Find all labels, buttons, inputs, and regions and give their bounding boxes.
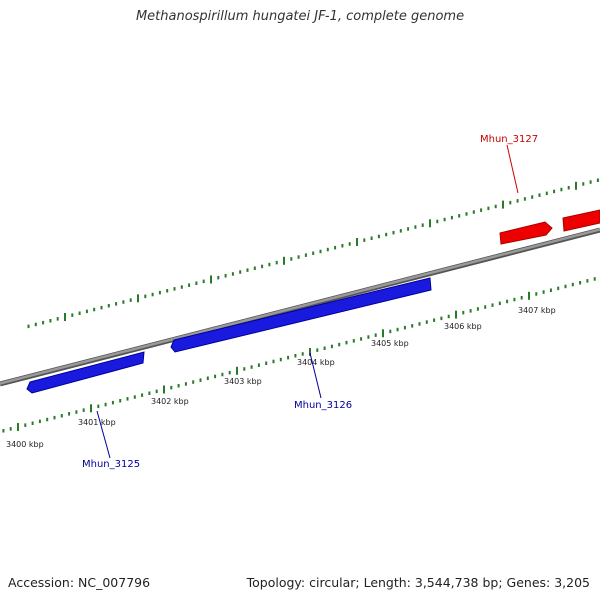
tick-label: 3400 kbp (6, 440, 44, 449)
gene-leader-line (309, 352, 322, 399)
genome-summary: Topology: circular; Length: 3,544,738 bp… (246, 575, 590, 590)
tick-label: 3402 kbp (151, 397, 189, 406)
tick-label: 3403 kbp (224, 377, 262, 386)
tick-label: 3404 kbp (297, 358, 335, 367)
gene-arrow-mhun-3126[interactable] (170, 277, 432, 353)
inner-tick-track (2, 277, 596, 433)
outer-tick-track (27, 178, 599, 329)
gene-arrow-mhun-3127[interactable] (499, 221, 553, 245)
tick-label: 3401 kbp (78, 418, 116, 427)
gene-leader-line (506, 144, 519, 194)
gene-label[interactable]: Mhun_3126 (294, 400, 352, 411)
gene-label[interactable]: Mhun_3127 (480, 134, 538, 145)
tick-label: 3405 kbp (371, 339, 409, 348)
genome-title: Methanospirillum hungatei JF-1, complete… (135, 9, 465, 24)
tick-label: 3406 kbp (444, 322, 482, 331)
gene-leader-line (96, 410, 111, 459)
gene-arrow-partial[interactable] (562, 209, 600, 232)
accession-label: Accession: NC_007796 (8, 575, 151, 590)
gene-features (26, 209, 600, 394)
gene-arrow-mhun-3125[interactable] (26, 351, 145, 394)
gene-labels: Mhun_3125 Mhun_3126 Mhun_3127 (82, 134, 538, 470)
gene-label[interactable]: Mhun_3125 (82, 459, 140, 470)
backbone (0, 227, 600, 387)
tick-label: 3407 kbp (518, 306, 556, 315)
tick-labels: 3400 kbp 3401 kbp 3402 kbp 3403 kbp 3404 kbp… (6, 306, 556, 449)
